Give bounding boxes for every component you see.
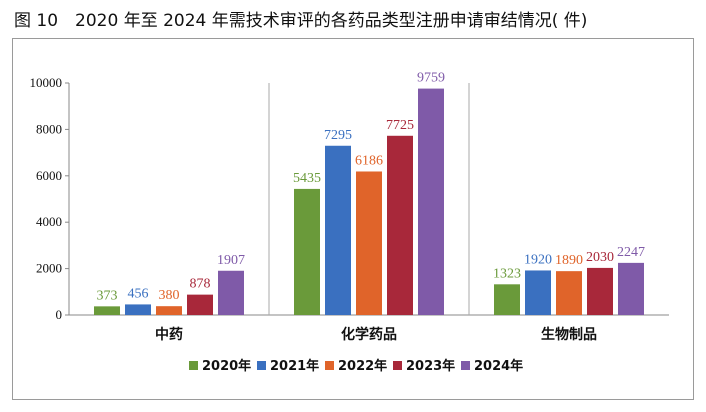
legend-item: 2021年 (257, 358, 319, 374)
bar (125, 304, 151, 315)
legend-swatch (325, 361, 334, 370)
bar (556, 271, 582, 315)
data-label: 2030 (586, 250, 614, 265)
legend-label: 2024年 (474, 358, 523, 374)
data-label: 878 (190, 277, 211, 292)
legend-item: 2023年 (393, 358, 455, 374)
bar (587, 267, 613, 315)
legend-item: 2024年 (461, 358, 523, 374)
data-label: 2247 (617, 245, 645, 260)
bar (356, 171, 382, 315)
y-tick-label: 4000 (36, 214, 62, 229)
data-label: 5435 (293, 171, 321, 186)
bars-layer (94, 88, 644, 315)
bar (156, 306, 182, 315)
legend-label: 2021年 (270, 358, 319, 374)
legend-label: 2022年 (338, 358, 387, 374)
bar (618, 262, 644, 315)
bar (294, 188, 320, 315)
legend-swatch (461, 361, 470, 370)
y-tick-label: 10000 (30, 75, 63, 90)
data-label: 6186 (355, 153, 383, 168)
category-label: 中药 (155, 326, 183, 343)
data-label: 1323 (493, 266, 521, 281)
legend-item: 2020年 (189, 358, 251, 374)
legend-swatch (189, 361, 198, 370)
data-label: 7295 (324, 128, 352, 143)
chart-frame: 0 2000 4000 6000 8000 10000 中药 化学药品 生物制品 373 456 3… (12, 38, 694, 400)
bar (418, 88, 444, 315)
y-tick-label: 6000 (36, 168, 62, 183)
data-label: 456 (128, 286, 149, 301)
legend-item: 2022年 (325, 358, 387, 374)
y-tick-label: 0 (56, 307, 63, 322)
bar (494, 284, 520, 315)
bar (387, 135, 413, 315)
bar (94, 306, 120, 315)
data-label: 7725 (386, 118, 414, 133)
figure-caption: 图 10 2020 年至 2024 年需技术审评的各药品类型注册申请审结情况( … (14, 11, 588, 31)
data-label: 1920 (524, 252, 552, 267)
category-label: 生物制品 (541, 326, 597, 343)
data-label: 373 (97, 288, 118, 303)
axes-layer: 0 2000 4000 6000 8000 10000 中药 化学药品 生物制品 (30, 75, 669, 343)
legend-swatch (257, 361, 266, 370)
data-label: 9759 (417, 71, 445, 86)
bar (325, 145, 351, 315)
legend: 2020年 2021年 2022年 2023年 2024年 (189, 358, 523, 374)
legend-label: 2020年 (202, 358, 251, 374)
legend-swatch (393, 361, 402, 370)
bar (218, 270, 244, 315)
bar (187, 294, 213, 315)
category-label: 化学药品 (341, 326, 397, 343)
data-label: 1890 (555, 253, 583, 268)
data-label: 1907 (217, 253, 245, 268)
y-tick-label: 2000 (36, 261, 62, 276)
data-label: 380 (159, 288, 180, 303)
legend-label: 2023年 (406, 358, 455, 374)
bar (525, 270, 551, 315)
y-tick-label: 8000 (36, 121, 62, 136)
